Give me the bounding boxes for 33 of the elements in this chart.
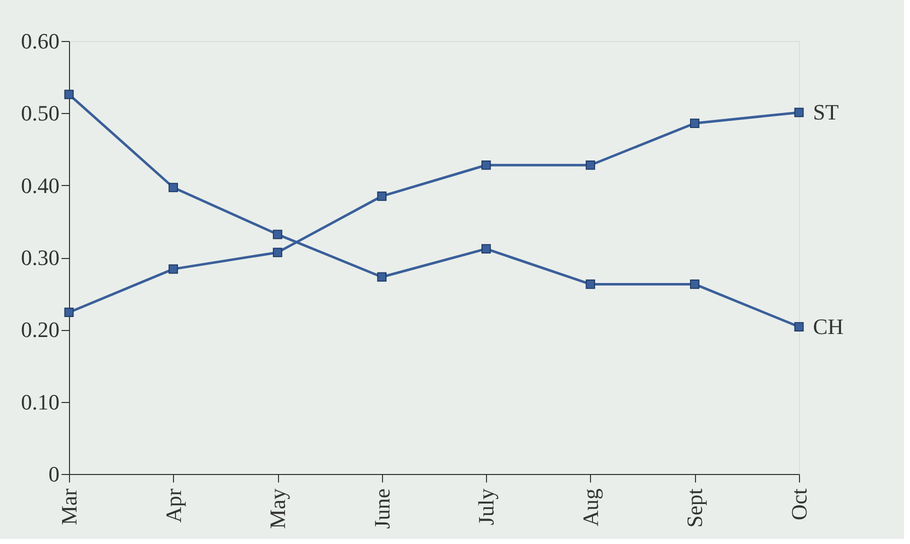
point [690,280,700,289]
y-tick-label: 0.10 [21,389,60,414]
point [794,322,804,332]
y-tick-label: 0.50 [21,100,60,126]
point [377,191,387,201]
y-tick-label: 0.40 [21,172,60,198]
point [690,118,700,128]
point [64,90,74,100]
x-tick-label: Sept [682,488,708,528]
x-tick-label: Apr [160,488,186,523]
x-tick-label: July [474,488,499,526]
point [272,248,282,258]
point [586,280,596,289]
point [168,182,178,192]
series-label: CH [813,314,844,339]
point [481,160,491,170]
point [794,108,804,118]
point [377,272,387,282]
point [168,264,178,274]
x-tick-label: Mar [56,488,82,526]
point [64,308,74,318]
x-tick-label: June [369,488,394,529]
y-tick-label: 0.20 [21,317,60,342]
series-label: ST [813,99,840,124]
point [481,244,491,254]
x-tick-label: May [265,488,290,529]
x-tick-label: Oct [786,488,812,520]
x-tick-label: Aug [578,488,603,526]
point [586,160,596,170]
y-tick-label: 0.60 [21,28,60,54]
y-tick-label: 0.30 [21,245,60,270]
y-tick-label: 0 [48,462,60,486]
point [272,230,282,240]
